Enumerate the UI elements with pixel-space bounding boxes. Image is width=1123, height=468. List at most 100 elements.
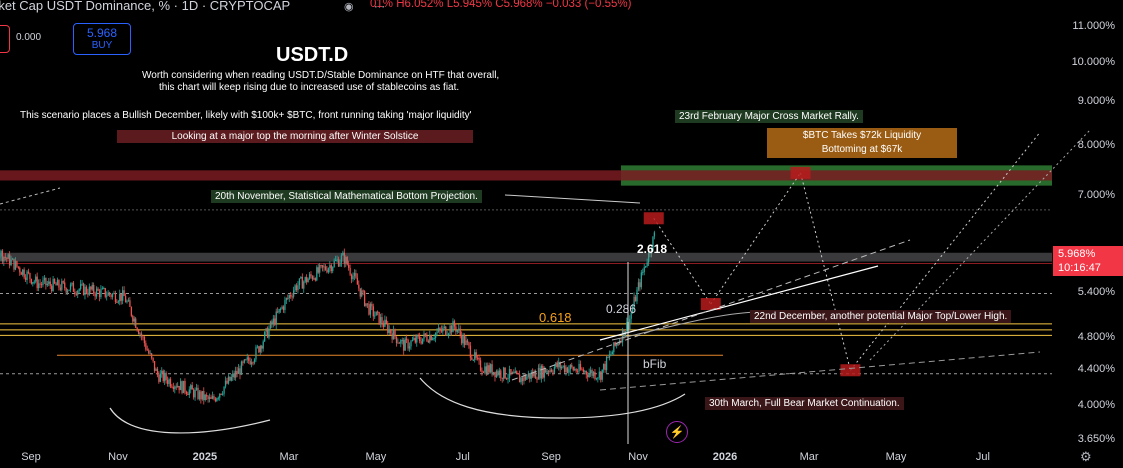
candle-body	[123, 290, 125, 297]
more-icon[interactable]: ⋯	[374, 1, 385, 13]
target-marker	[700, 298, 721, 311]
buy-button[interactable]: 5.968 BUY	[73, 23, 131, 55]
candle-body	[162, 370, 164, 382]
candle-body	[521, 377, 524, 382]
candle-body	[423, 333, 425, 339]
candle-body	[103, 288, 105, 290]
candle-body	[558, 362, 560, 367]
projection-segment	[850, 132, 1041, 371]
candle-body	[178, 385, 180, 391]
bolt-icon[interactable]: ⚡	[666, 421, 688, 443]
bfib-label: bFib	[643, 357, 667, 371]
candle-body	[505, 378, 508, 380]
candle-body	[574, 369, 576, 371]
candle-body	[559, 362, 561, 369]
candle-body	[450, 325, 453, 333]
candle-body	[542, 365, 544, 378]
candle-body	[72, 282, 75, 292]
settings-gear-icon[interactable]: ⚙	[1080, 449, 1092, 464]
x-tick-label: 2026	[712, 451, 738, 463]
sell-button[interactable]	[0, 25, 10, 53]
candle-body	[534, 371, 537, 379]
candle-body	[255, 347, 257, 360]
candle-body	[75, 293, 77, 295]
candle-body	[23, 269, 25, 278]
candle-body	[365, 303, 367, 306]
candle-body	[520, 377, 522, 383]
candle-body	[172, 387, 175, 390]
candle-body	[264, 332, 266, 342]
candle-body	[503, 367, 505, 379]
candle-body	[22, 269, 24, 275]
candle-body	[64, 282, 66, 289]
candle-body	[349, 267, 351, 275]
candle-body	[350, 274, 353, 280]
candle-body	[388, 329, 390, 333]
candle-body	[346, 256, 348, 265]
candle-body	[84, 286, 86, 296]
candle-body	[204, 394, 206, 401]
candle-body	[581, 369, 583, 371]
target-marker	[840, 364, 861, 377]
candle-body	[372, 306, 374, 317]
eye-icon[interactable]: ◉	[344, 1, 354, 13]
candle-body	[153, 360, 156, 371]
candle-body	[281, 306, 283, 309]
candle-body	[87, 292, 89, 295]
candle-body	[339, 262, 341, 267]
candle-body	[427, 340, 430, 343]
candle-body	[222, 393, 224, 395]
candle-body	[340, 255, 343, 263]
candle-body	[306, 277, 308, 283]
candle-body	[74, 291, 76, 294]
candle-body	[416, 335, 418, 343]
candle-body	[419, 336, 421, 342]
candle-body	[633, 296, 635, 308]
candle-body	[132, 315, 134, 322]
candle-body	[223, 386, 225, 394]
candle-body	[387, 323, 389, 333]
candle-body	[604, 363, 606, 371]
candle-body	[190, 385, 192, 390]
candle-body	[540, 365, 543, 379]
candle-body	[547, 371, 550, 373]
candle-body	[90, 286, 92, 290]
candle-body	[510, 369, 512, 374]
candle-body	[601, 369, 603, 380]
y-tick-label: 4.400%	[1077, 363, 1115, 376]
candle-body	[326, 269, 328, 273]
candle-body	[93, 284, 95, 294]
candle-body	[448, 333, 450, 335]
candle-body	[536, 378, 538, 380]
candle-body	[101, 288, 104, 290]
candle-body	[565, 367, 567, 373]
candle-body	[133, 318, 135, 322]
candle-body	[465, 340, 467, 345]
candle-body	[65, 288, 67, 293]
candle-body	[107, 292, 109, 296]
candle-body	[445, 326, 447, 336]
candle-body	[156, 368, 159, 375]
candle-body	[303, 281, 305, 289]
candle-body	[295, 285, 298, 291]
candle-body	[572, 366, 574, 371]
candle-body	[259, 345, 261, 353]
candle-body	[17, 266, 20, 268]
candle-body	[230, 377, 232, 381]
candle-body	[165, 372, 167, 381]
candle-body	[261, 345, 263, 349]
symbol-title[interactable]: rket Cap USDT Dominance, % · 1D · CRYPTO…	[0, 0, 291, 13]
candle-body	[626, 321, 628, 332]
candle-body	[568, 369, 570, 373]
candle-body	[78, 289, 80, 291]
candle-body	[88, 286, 91, 295]
candle-body	[585, 371, 587, 375]
candle-body	[504, 367, 506, 379]
candle-body	[537, 367, 540, 380]
candle-body	[0, 250, 2, 257]
candle-body	[490, 364, 492, 373]
candle-body	[27, 271, 30, 274]
candle-body	[484, 366, 486, 373]
candle-body	[85, 286, 88, 293]
